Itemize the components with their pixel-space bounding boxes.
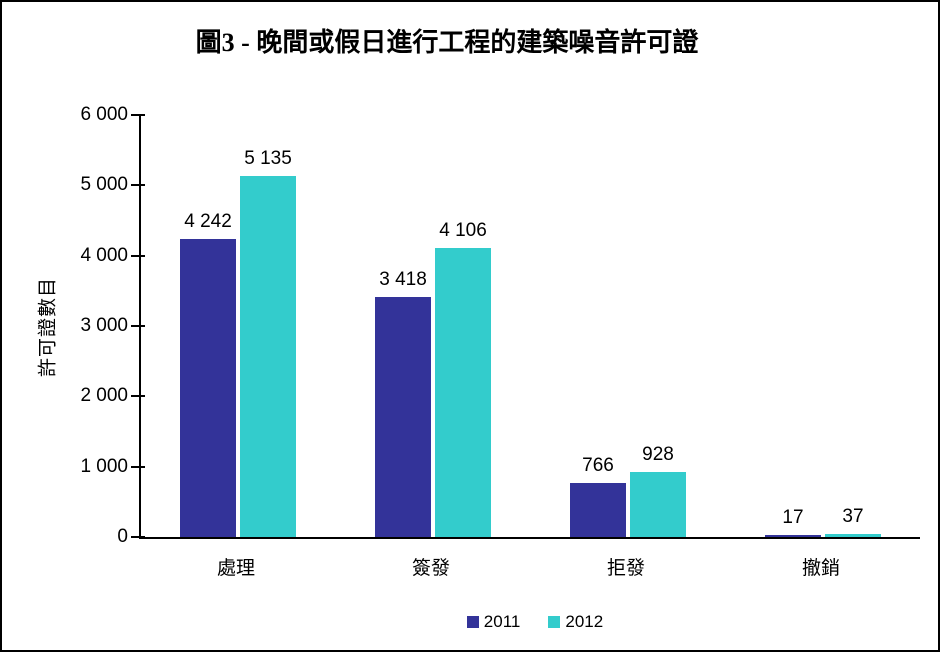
bar-2012-處理 (240, 176, 296, 537)
bar-2012-撤銷 (825, 534, 881, 537)
bar-value-label: 928 (642, 444, 674, 465)
bar-2012-簽發 (435, 248, 491, 537)
y-axis-tick-label: 6 000 (80, 104, 128, 125)
x-axis-category-label: 簽發 (411, 558, 450, 579)
bar-value-label: 37 (842, 506, 864, 527)
y-axis-tick-label: 5 000 (80, 174, 128, 195)
legend-label: 2011 (483, 612, 521, 631)
legend-item-2011: 2011 (466, 612, 521, 632)
bar-2011-處理 (180, 239, 236, 537)
y-axis-tick (131, 255, 145, 257)
y-axis-tick-label: 1 000 (80, 456, 128, 477)
y-axis-tick (131, 184, 145, 186)
bar-2011-簽發 (375, 297, 431, 537)
x-axis-category-label: 撤銷 (801, 558, 840, 579)
legend-item-2012: 2012 (548, 612, 603, 632)
legend-label: 2012 (565, 612, 604, 631)
bar-value-label: 5 135 (244, 148, 292, 169)
plot-area: 4 242 5 135 3 418 4 106 766 928 17 37 (131, 114, 920, 539)
bar-value-label: 4 242 (184, 211, 232, 232)
y-axis-tick (131, 325, 145, 327)
chart-title: 圖3 - 晚間或假日進行工程的建築噪音許可證 (195, 28, 699, 57)
y-axis-tick-label: 3 000 (80, 315, 128, 336)
y-axis-tick-label: 4 000 (80, 245, 128, 266)
bar-value-label: 766 (582, 455, 614, 476)
bar-2011-拒發 (570, 483, 626, 537)
y-axis-tick-label: 0 (117, 526, 128, 547)
bar-2012-拒發 (630, 472, 686, 537)
y-axis-tick (131, 114, 145, 116)
x-axis-category-label: 處理 (216, 558, 255, 579)
legend: 2011 2012 (132, 612, 938, 632)
bar-value-label: 17 (782, 507, 804, 528)
y-axis-tick (131, 395, 145, 397)
bar-2011-撤銷 (765, 535, 821, 537)
y-axis-tick (131, 536, 145, 538)
legend-swatch-icon (548, 616, 561, 628)
y-axis-tick-label: 2 000 (80, 385, 128, 406)
y-axis-tick (131, 466, 145, 468)
bar-value-label: 3 418 (379, 269, 427, 290)
legend-swatch-icon (466, 616, 479, 628)
x-axis-category-label: 拒發 (606, 558, 645, 579)
bar-value-label: 4 106 (439, 220, 487, 241)
